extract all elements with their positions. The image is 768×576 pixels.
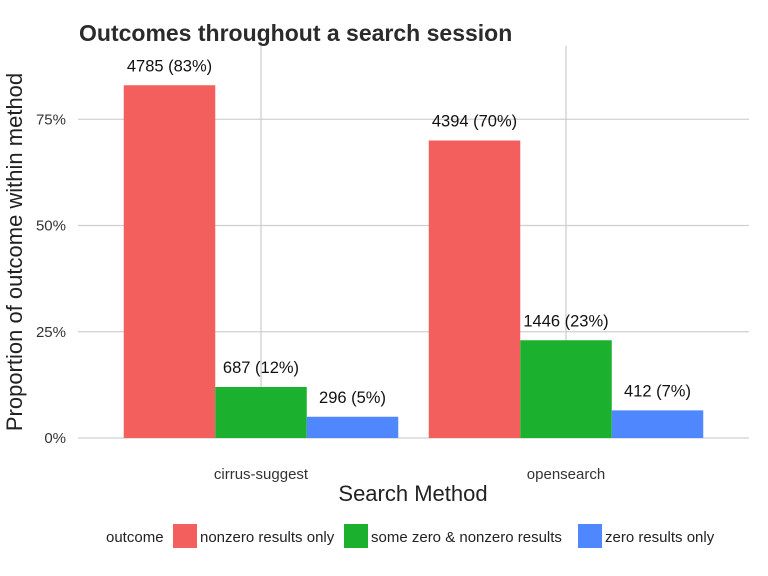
legend-title: outcome	[106, 529, 164, 546]
bar-value-label: 4394 (70%)	[432, 113, 517, 131]
bar-value-label: 412 (7%)	[624, 382, 691, 400]
chart-title: Outcomes throughout a search session	[79, 20, 512, 46]
bars	[123, 85, 704, 438]
bar	[123, 85, 216, 438]
bar-labels: 4785 (83%) 4394 (70%) 687 (12%) 1446 (23%) 2…	[127, 57, 691, 407]
x-axis-title: Search Method	[338, 481, 487, 506]
bar	[611, 410, 704, 438]
bar	[428, 140, 521, 438]
y-axis-title: Proportion of outcome within method	[2, 73, 27, 431]
bar	[306, 416, 399, 438]
legend-swatch	[173, 524, 197, 548]
y-tick-label: 75%	[36, 111, 66, 128]
bar-value-label: 1446 (23%)	[523, 312, 608, 330]
legend-label: some zero & nonzero results	[371, 529, 562, 546]
legend: outcome nonzero results only some zero & …	[106, 524, 715, 548]
legend-swatch	[344, 524, 368, 548]
bar-value-label: 687 (12%)	[223, 359, 299, 377]
y-tick-label: 50%	[36, 218, 66, 235]
legend-label: zero results only	[605, 529, 715, 546]
y-tick-label: 0%	[44, 430, 66, 447]
bar	[215, 387, 307, 438]
y-tick-label: 25%	[36, 324, 66, 341]
bar	[520, 340, 612, 438]
bar-value-label: 4785 (83%)	[127, 57, 212, 75]
y-axis-ticks: 0% 25% 50% 75%	[36, 111, 66, 447]
x-tick-label: cirrus-suggest	[214, 466, 309, 483]
x-tick-label: opensearch	[527, 466, 605, 483]
legend-label: nonzero results only	[200, 529, 335, 546]
x-axis-ticks: cirrus-suggest opensearch	[214, 466, 605, 483]
legend-swatch	[578, 524, 602, 548]
bar-value-label: 296 (5%)	[319, 389, 386, 407]
